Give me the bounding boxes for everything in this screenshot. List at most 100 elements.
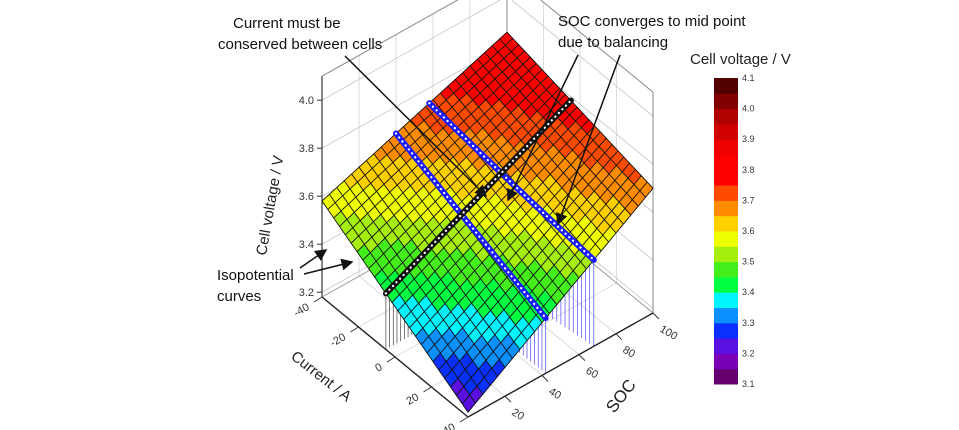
colorbar-tick-label: 3.1 [742, 379, 755, 389]
x-tick [504, 395, 512, 403]
colorbar-band [714, 368, 738, 385]
colorbar-tick-label: 3.7 [742, 195, 755, 205]
colorbar-tick-label: 3.4 [742, 287, 755, 297]
mesh-line [343, 180, 491, 386]
mesh-line [491, 45, 639, 207]
annotation-line: conserved between cells [218, 36, 382, 53]
annotation-arrow [303, 258, 354, 275]
y-tick-label: -40 [292, 301, 312, 319]
mesh-line [329, 193, 476, 404]
colorbar-band [714, 231, 738, 247]
mesh-line [403, 119, 590, 320]
mesh-line [420, 137, 607, 345]
y-axis-label: Current / A [288, 348, 355, 406]
colorbar-band [714, 261, 738, 278]
colorbar-tick-label: 3.6 [742, 226, 755, 236]
mesh-line [345, 56, 531, 236]
x-tick-label: 80 [621, 344, 638, 361]
mesh-line [333, 44, 520, 219]
mesh-line [454, 79, 602, 252]
mesh-line [327, 38, 514, 210]
mesh-line [425, 106, 572, 288]
z-tick-label: 3.4 [299, 239, 314, 251]
mesh-line [444, 162, 630, 379]
x-tick-label: 40 [547, 386, 564, 403]
colorbar-band [714, 246, 738, 263]
mesh-line [469, 65, 617, 234]
z-tick-label: 3.8 [299, 143, 314, 155]
y-tick [350, 326, 359, 333]
y-tick-label: -20 [328, 331, 348, 349]
mesh-line [321, 200, 469, 413]
mesh-line [374, 88, 560, 278]
z-axis-label: Cell voltage / V [253, 154, 287, 256]
voltage-surface [321, 31, 654, 413]
grid-line [321, 0, 501, 101]
mesh-line [403, 126, 550, 314]
y-tick-label: 0 [373, 361, 384, 374]
annotation-line: Isopotential [217, 267, 294, 284]
colorbar-tick-label: 3.8 [742, 165, 755, 175]
y-tick [459, 416, 469, 423]
colorbar-tick-label: 4.0 [742, 104, 755, 114]
y-tick [423, 386, 432, 393]
colorbar-band [714, 185, 738, 201]
box-edge [540, 0, 654, 93]
mesh-line [380, 146, 528, 341]
colorbar-band [714, 215, 738, 232]
mesh-line [358, 166, 506, 368]
z-tick-label: 3.2 [299, 287, 314, 299]
x-tick [652, 312, 660, 320]
mesh-line [336, 187, 484, 395]
x-tick-label: 20 [510, 406, 527, 423]
annotation-line: SOC converges to mid point [558, 13, 746, 30]
z-tick-label: 4.0 [299, 95, 314, 107]
annotation-line: curves [217, 288, 261, 305]
x-tick-label: 60 [584, 365, 601, 382]
mesh-line [467, 187, 654, 413]
colorbar-band [714, 139, 738, 155]
colorbar-tick-label: 3.9 [742, 134, 755, 144]
colorbar-band [714, 108, 738, 125]
colorbar-band [714, 169, 738, 186]
mesh-line [410, 119, 558, 305]
annotation-arrow [507, 54, 579, 202]
colorbar-band [714, 276, 738, 293]
x-axis-line [467, 312, 654, 418]
box-edge [321, 0, 459, 77]
x-tick [615, 333, 623, 341]
mesh-line [368, 81, 555, 269]
colorbar-tick-label: 3.3 [742, 318, 755, 328]
x-tick-label: 100 [658, 323, 680, 343]
colorbar: Cell voltage / V 3.1 3.2 3.3 3.4 3.5 3.6 3.7 3.… [690, 51, 791, 389]
colorbar-band [714, 307, 738, 324]
mesh-line [455, 175, 642, 396]
mesh-line [397, 112, 584, 312]
mesh-line [380, 94, 566, 286]
y-tick [386, 356, 396, 363]
mesh-line [321, 31, 508, 202]
y-tick-label: 20 [404, 391, 421, 408]
mesh-line [426, 144, 613, 354]
mesh-line [432, 150, 619, 362]
mesh-line [391, 106, 578, 303]
mesh-line [339, 50, 525, 227]
colorbar-band [714, 200, 738, 217]
x-tick [578, 354, 586, 361]
mesh-line [362, 75, 549, 261]
colorbar-title: Cell voltage / V [690, 51, 791, 68]
balancing-line-markers [428, 101, 595, 261]
mesh-line [388, 139, 535, 332]
mesh-line [477, 58, 624, 225]
colorbar-tick-label: 3.5 [742, 257, 755, 267]
mesh-line [409, 125, 595, 329]
mesh-line [462, 72, 609, 243]
annotation-soc-converges: SOC converges to mid point due to balanc… [507, 13, 746, 226]
annotation-isopotential: Isopotential curves [217, 249, 354, 305]
colorbar-band [714, 292, 738, 308]
mesh-line [506, 31, 654, 189]
colorbar-band [714, 353, 738, 370]
mesh-line [461, 181, 648, 405]
colorbar-band [714, 154, 738, 171]
